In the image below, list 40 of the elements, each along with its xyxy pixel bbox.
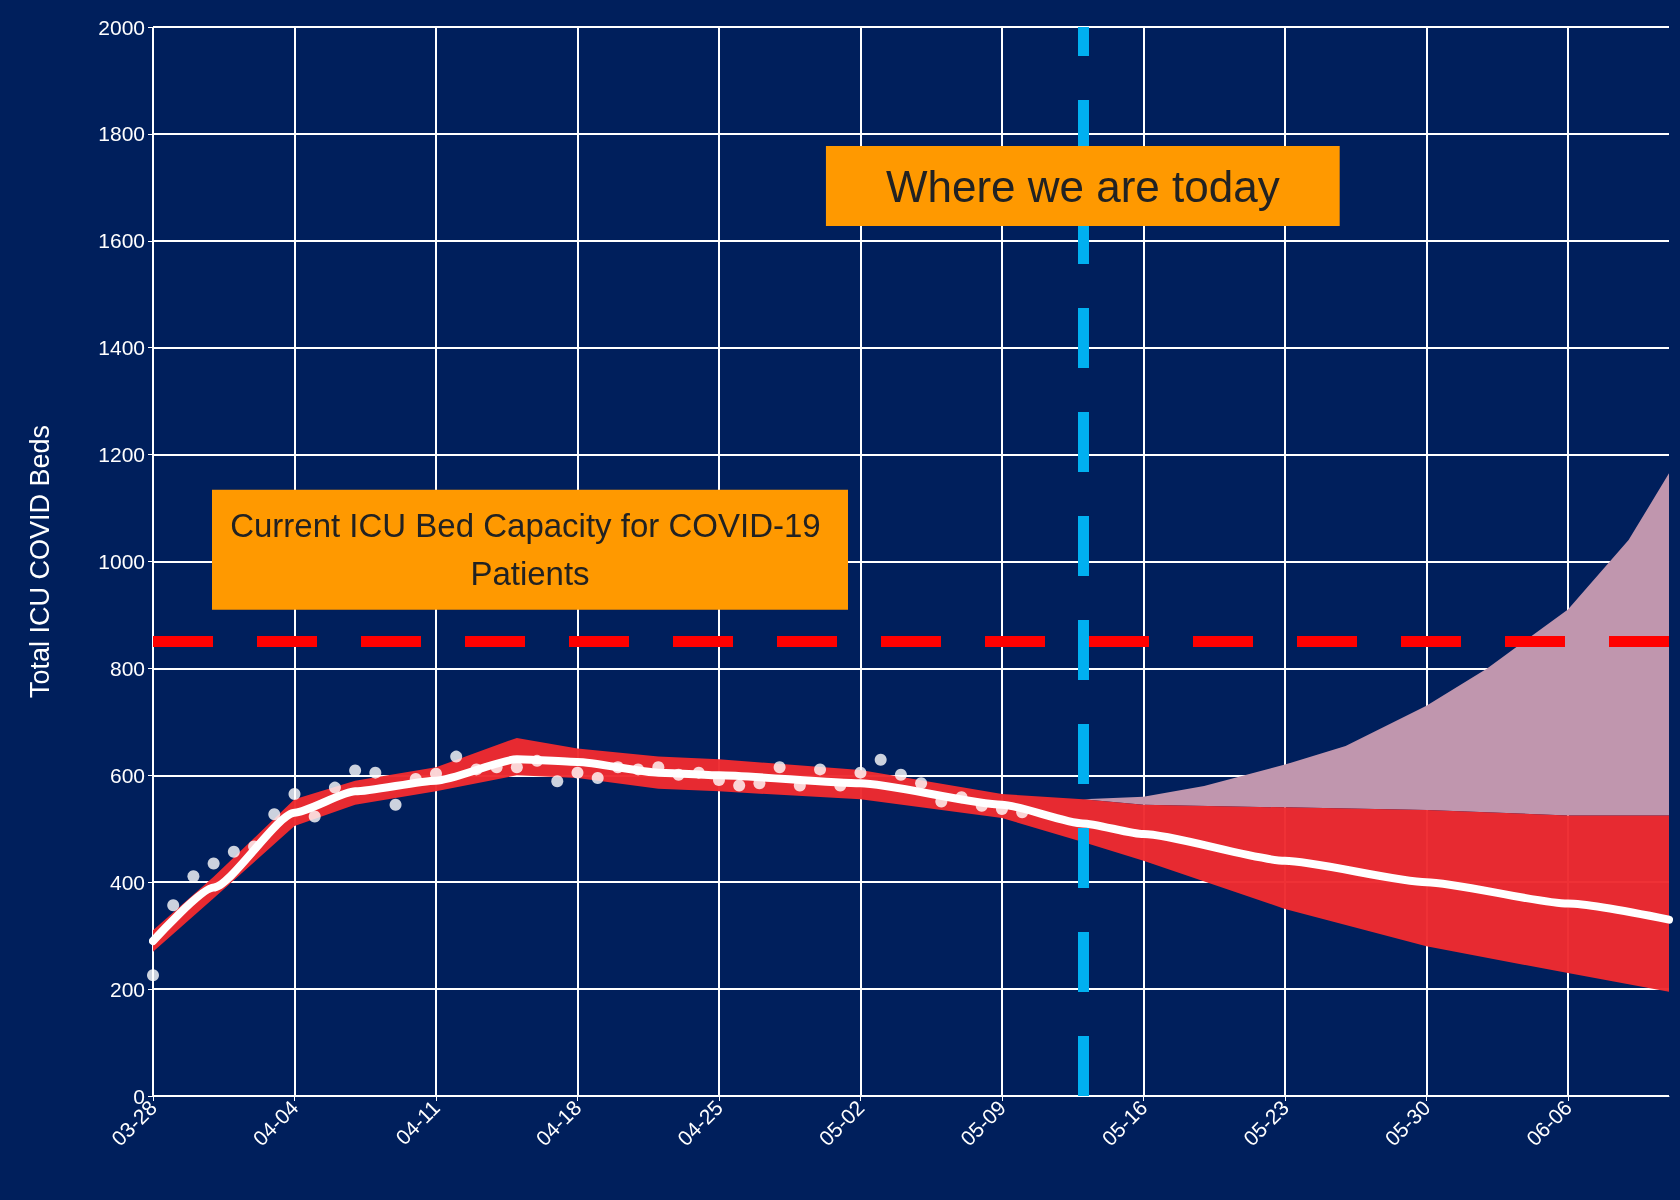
point (773, 761, 786, 774)
point (147, 969, 159, 982)
point (692, 766, 705, 779)
y-tick-label: 1200 (98, 443, 145, 467)
y-tick-label: 1800 (98, 122, 145, 146)
point (369, 766, 382, 779)
point (470, 763, 483, 776)
point (591, 771, 604, 784)
y-tick-label: 400 (109, 870, 145, 894)
point (874, 753, 887, 766)
point (450, 750, 463, 763)
point (167, 899, 180, 912)
point (672, 768, 685, 781)
point (328, 781, 341, 794)
point (955, 791, 968, 804)
ref-line-label: Where we are today (885, 161, 1280, 211)
point (571, 766, 584, 779)
y-tick-label: 1000 (98, 550, 145, 573)
point (814, 763, 827, 776)
point (733, 779, 746, 792)
y-tick-label: 200 (109, 977, 145, 1001)
point (389, 798, 402, 811)
point (551, 775, 564, 788)
ref-line-label: Current ICU Bed Capacity for COVID-19 Patients (230, 507, 830, 593)
y-tick-label: 1600 (98, 229, 145, 253)
y-tick-label: 2000 (98, 15, 145, 39)
point (288, 788, 301, 800)
y-tick-label: 600 (109, 763, 145, 787)
point (611, 761, 624, 774)
point (894, 768, 907, 781)
point (308, 810, 321, 823)
point (632, 763, 645, 776)
y-tick-label: 1400 (98, 336, 145, 360)
point (227, 845, 240, 858)
point (854, 766, 867, 779)
y-tick-label: 800 (109, 656, 145, 680)
point (207, 857, 220, 870)
y-axis-title: Total ICU COVID Beds (24, 424, 55, 699)
point (268, 808, 281, 821)
point (915, 777, 928, 790)
